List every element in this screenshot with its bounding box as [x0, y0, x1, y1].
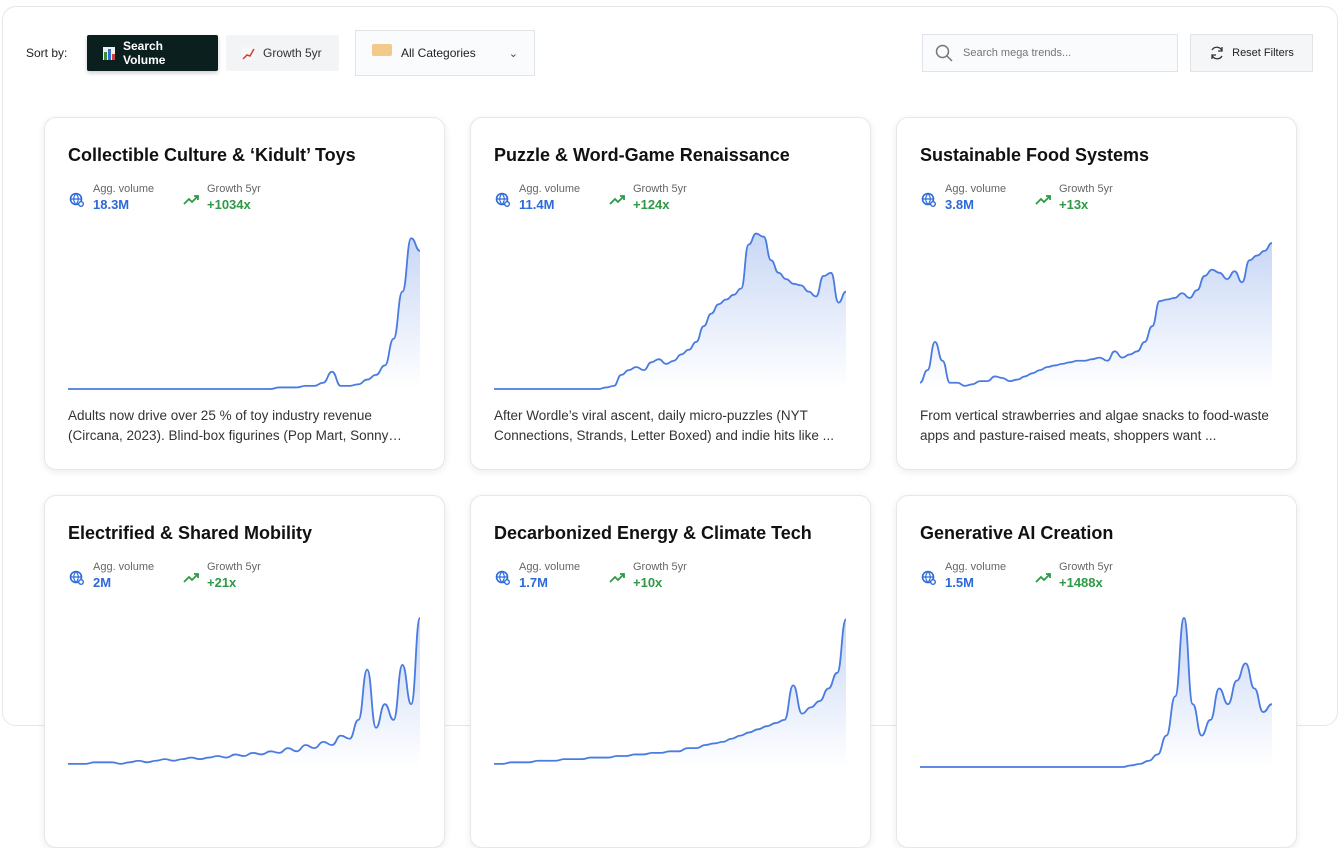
trend-area [494, 233, 846, 389]
trending-up-icon [1035, 573, 1051, 583]
trend-sparkline [919, 242, 1273, 389]
volume-metric: Agg. volume 1.5M [921, 560, 1006, 592]
reset-filters-label: Reset Filters [1232, 47, 1294, 59]
volume-value: 1.5M [945, 575, 974, 590]
trending-up-icon [609, 573, 625, 583]
bar-chart-icon [103, 46, 115, 60]
volume-value: 3.8M [945, 197, 974, 212]
growth-value: +21x [207, 575, 237, 590]
globe-search-icon [495, 570, 510, 585]
card-description: After Wordle’s viral ascent, daily micro… [494, 408, 834, 443]
card-title: Sustainable Food Systems [920, 145, 1150, 165]
growth-metric: Growth 5yr +21x [183, 560, 261, 592]
category-select[interactable]: All Categories ⌄ [355, 30, 535, 76]
trend-area [68, 617, 420, 767]
growth-metric: Growth 5yr +1034x [183, 182, 261, 214]
card-title: Generative AI Creation [920, 523, 1114, 543]
search-icon [935, 44, 953, 62]
trend-area [920, 617, 1272, 767]
trend-card[interactable]: Puzzle & Word-Game Renaissance Agg. volu… [470, 117, 871, 470]
globe-search-icon [69, 570, 84, 585]
volume-metric: Agg. volume 2M [69, 560, 154, 592]
trend-line [494, 232, 847, 390]
growth-label: Growth 5yr [1059, 183, 1113, 195]
volume-value: 11.4M [519, 197, 555, 212]
volume-metric: Agg. volume 3.8M [921, 182, 1006, 214]
reset-filters-button[interactable]: Reset Filters [1190, 34, 1313, 72]
trend-card[interactable]: Sustainable Food Systems Agg. volume 3.8… [896, 117, 1297, 470]
trending-up-icon [1035, 195, 1051, 205]
card-title: Electrified & Shared Mobility [68, 523, 313, 543]
volume-label: Agg. volume [945, 183, 1007, 195]
card-description: Adults now drive over 25 % of toy indust… [68, 408, 389, 443]
growth-value: +13x [1059, 197, 1089, 212]
sort-growth-label: Growth 5yr [263, 46, 322, 60]
volume-value: 18.3M [93, 197, 130, 212]
volume-label: Agg. volume [519, 183, 581, 195]
growth-value: +10x [633, 575, 663, 590]
volume-label: Agg. volume [519, 561, 581, 573]
tag-icon [372, 44, 392, 56]
sort-label: Sort by: [26, 46, 68, 60]
trend-line [68, 237, 421, 390]
volume-metric: Agg. volume 1.7M [495, 560, 580, 592]
growth-metric: Growth 5yr +124x [609, 182, 687, 214]
volume-metric: Agg. volume 18.3M [69, 182, 154, 214]
refresh-icon [1211, 46, 1223, 60]
growth-metric: Growth 5yr +10x [609, 560, 687, 592]
growth-label: Growth 5yr [207, 561, 261, 573]
search-box[interactable] [922, 34, 1178, 72]
trend-sparkline [493, 618, 847, 767]
growth-label: Growth 5yr [207, 183, 261, 195]
sort-growth-button[interactable]: Growth 5yr [226, 35, 339, 71]
growth-value: +1488x [1059, 575, 1103, 590]
volume-label: Agg. volume [93, 561, 155, 573]
globe-search-icon [921, 570, 936, 585]
card-title: Puzzle & Word-Game Renaissance [494, 145, 790, 165]
volume-label: Agg. volume [93, 183, 155, 195]
trend-sparkline [68, 237, 421, 390]
trend-sparkline [920, 616, 1273, 768]
growth-metric: Growth 5yr +1488x [1035, 560, 1113, 592]
sort-search-volume-label: Search Volume [122, 39, 166, 67]
globe-search-icon [921, 192, 936, 207]
trend-sparkline [494, 232, 847, 390]
trend-area [494, 619, 846, 767]
trend-area [920, 242, 1272, 389]
growth-label: Growth 5yr [633, 561, 687, 573]
sort-search-volume-button[interactable]: Search Volume [87, 35, 218, 71]
trending-up-icon [183, 195, 199, 205]
card-title: Decarbonized Energy & Climate Tech [494, 523, 812, 543]
globe-search-icon [495, 192, 510, 207]
trending-up-icon [609, 195, 625, 205]
volume-value: 2M [93, 575, 112, 590]
trend-card[interactable]: Decarbonized Energy & Climate Tech Agg. … [470, 495, 871, 848]
category-select-value: All Categories [401, 46, 476, 60]
growth-metric: Growth 5yr +13x [1035, 182, 1113, 214]
volume-value: 1.7M [519, 575, 548, 590]
growth-value: +1034x [207, 197, 251, 212]
card-title: Collectible Culture & ‘Kidult’ Toys [68, 145, 356, 165]
trend-card[interactable]: Generative AI Creation Agg. volume 1.5M … [896, 495, 1297, 848]
trend-sparkline [67, 616, 421, 767]
globe-search-icon [69, 192, 84, 207]
trend-chart-icon [242, 46, 255, 60]
trending-up-icon [183, 573, 199, 583]
search-input[interactable] [963, 47, 1163, 59]
trend-line [919, 242, 1273, 387]
card-description: From vertical strawberries and algae sna… [920, 408, 1269, 443]
growth-value: +124x [633, 197, 670, 212]
chevron-down-icon: ⌄ [508, 47, 518, 60]
growth-label: Growth 5yr [633, 183, 687, 195]
volume-label: Agg. volume [945, 561, 1007, 573]
trend-card[interactable]: Collectible Culture & ‘Kidult’ Toys Agg.… [44, 117, 445, 470]
trend-area [68, 238, 420, 389]
volume-metric: Agg. volume 11.4M [495, 182, 580, 214]
trend-card[interactable]: Electrified & Shared Mobility Agg. volum… [44, 495, 445, 848]
growth-label: Growth 5yr [1059, 561, 1113, 573]
